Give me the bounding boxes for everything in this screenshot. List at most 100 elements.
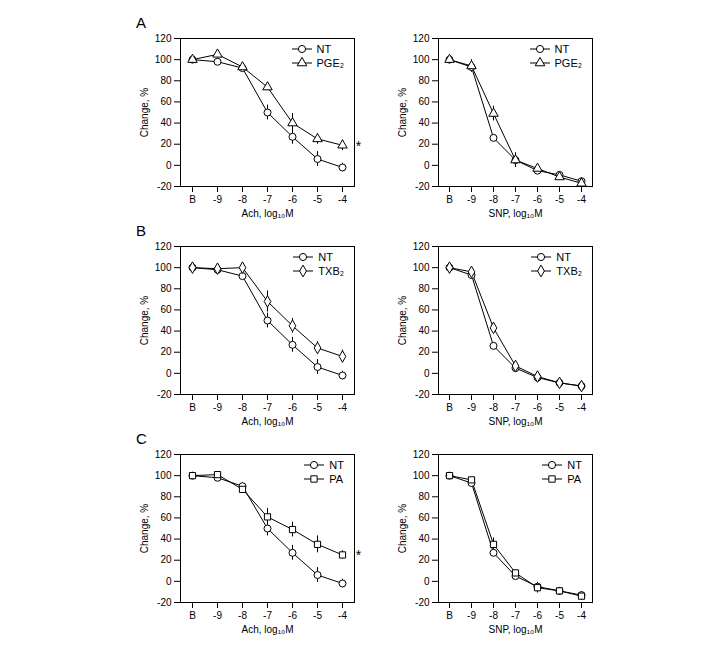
svg-text:120: 120 [155, 449, 172, 460]
svg-text:120: 120 [413, 33, 430, 44]
svg-text:Change, %: Change, % [139, 296, 150, 346]
svg-text:40: 40 [160, 117, 172, 128]
svg-text:0: 0 [424, 160, 430, 171]
svg-text:100: 100 [413, 54, 430, 65]
svg-text:100: 100 [155, 54, 172, 65]
svg-text:40: 40 [418, 325, 430, 336]
svg-text:-20: -20 [157, 597, 172, 608]
svg-text:B: B [446, 194, 453, 205]
svg-text:120: 120 [413, 449, 430, 460]
svg-text:80: 80 [418, 491, 430, 502]
svg-text:-7: -7 [263, 194, 272, 205]
svg-text:-5: -5 [313, 194, 322, 205]
svg-text:-5: -5 [313, 402, 322, 413]
svg-text:-7: -7 [263, 610, 272, 621]
svg-text:-8: -8 [489, 194, 498, 205]
svg-text:-9: -9 [467, 194, 476, 205]
svg-text:-6: -6 [288, 194, 297, 205]
svg-text:60: 60 [418, 512, 430, 523]
svg-text:Change, %: Change, % [139, 88, 150, 138]
svg-text:Change, %: Change, % [397, 296, 408, 346]
svg-text:B: B [189, 194, 196, 205]
svg-text:-6: -6 [288, 402, 297, 413]
svg-text:B: B [189, 402, 196, 413]
svg-text:-9: -9 [213, 194, 222, 205]
svg-text:-5: -5 [555, 610, 564, 621]
svg-text:40: 40 [418, 117, 430, 128]
svg-text:*: * [356, 138, 362, 154]
svg-text:-20: -20 [415, 181, 430, 192]
svg-text:-8: -8 [238, 194, 247, 205]
svg-text:Ach, log₁₀M: Ach, log₁₀M [242, 416, 294, 427]
svg-text:-4: -4 [577, 194, 586, 205]
svg-text:80: 80 [418, 283, 430, 294]
svg-text:100: 100 [155, 262, 172, 273]
svg-text:Ach, log₁₀M: Ach, log₁₀M [242, 624, 294, 635]
svg-text:-8: -8 [238, 402, 247, 413]
svg-text:0: 0 [166, 368, 172, 379]
svg-text:SNP, log₁₀M: SNP, log₁₀M [488, 624, 542, 635]
svg-text:0: 0 [166, 160, 172, 171]
svg-text:0: 0 [424, 368, 430, 379]
svg-text:-20: -20 [415, 597, 430, 608]
svg-text:20: 20 [418, 138, 430, 149]
svg-text:120: 120 [155, 33, 172, 44]
svg-text:-20: -20 [157, 181, 172, 192]
svg-text:-20: -20 [415, 389, 430, 400]
svg-text:-7: -7 [511, 402, 520, 413]
svg-text:Change, %: Change, % [397, 504, 408, 554]
svg-text:80: 80 [160, 75, 172, 86]
svg-text:100: 100 [413, 262, 430, 273]
svg-text:80: 80 [160, 283, 172, 294]
svg-text:B: B [189, 610, 196, 621]
svg-text:-4: -4 [577, 610, 586, 621]
svg-text:-7: -7 [511, 194, 520, 205]
svg-text:-8: -8 [489, 610, 498, 621]
svg-text:60: 60 [418, 96, 430, 107]
svg-text:20: 20 [160, 138, 172, 149]
svg-text:60: 60 [160, 512, 172, 523]
svg-text:20: 20 [418, 554, 430, 565]
svg-text:100: 100 [413, 470, 430, 481]
svg-text:20: 20 [160, 554, 172, 565]
svg-text:60: 60 [160, 304, 172, 315]
svg-text:40: 40 [160, 325, 172, 336]
svg-text:-9: -9 [213, 610, 222, 621]
svg-text:-7: -7 [511, 610, 520, 621]
svg-text:-9: -9 [467, 402, 476, 413]
svg-text:80: 80 [418, 75, 430, 86]
svg-text:-4: -4 [338, 194, 347, 205]
svg-text:-5: -5 [555, 402, 564, 413]
svg-text:SNP, log₁₀M: SNP, log₁₀M [488, 416, 542, 427]
svg-text:20: 20 [418, 346, 430, 357]
svg-text:-6: -6 [288, 610, 297, 621]
svg-text:-6: -6 [533, 610, 542, 621]
svg-text:-9: -9 [467, 610, 476, 621]
svg-text:-4: -4 [577, 402, 586, 413]
svg-text:Change, %: Change, % [397, 88, 408, 138]
svg-text:SNP, log₁₀M: SNP, log₁₀M [488, 208, 542, 219]
svg-text:-7: -7 [263, 402, 272, 413]
svg-text:0: 0 [166, 576, 172, 587]
svg-text:Change, %: Change, % [139, 504, 150, 554]
svg-text:20: 20 [160, 346, 172, 357]
svg-text:120: 120 [413, 241, 430, 252]
svg-text:40: 40 [160, 533, 172, 544]
svg-text:-5: -5 [555, 194, 564, 205]
svg-text:120: 120 [155, 241, 172, 252]
svg-text:B: B [446, 610, 453, 621]
svg-text:60: 60 [418, 304, 430, 315]
svg-text:40: 40 [418, 533, 430, 544]
svg-text:-6: -6 [533, 194, 542, 205]
svg-text:-8: -8 [238, 610, 247, 621]
svg-text:-4: -4 [338, 402, 347, 413]
svg-text:80: 80 [160, 491, 172, 502]
svg-text:-8: -8 [489, 402, 498, 413]
svg-text:B: B [446, 402, 453, 413]
svg-text:60: 60 [160, 96, 172, 107]
svg-text:-9: -9 [213, 402, 222, 413]
svg-text:-4: -4 [338, 610, 347, 621]
svg-text:0: 0 [424, 576, 430, 587]
svg-text:Ach, log₁₀M: Ach, log₁₀M [242, 208, 294, 219]
svg-text:-5: -5 [313, 610, 322, 621]
